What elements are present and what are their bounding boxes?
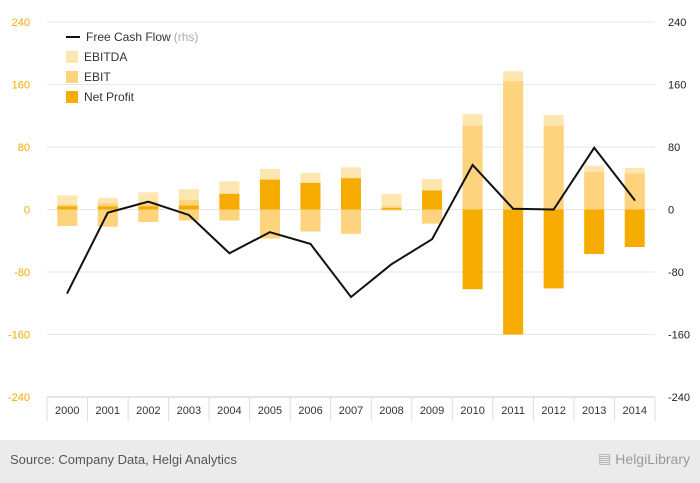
- bar-net-profit: [57, 206, 78, 210]
- y-tick-label: 240: [12, 17, 30, 29]
- legend-item-ebit[interactable]: EBIT: [66, 67, 198, 87]
- x-tick-label: 2010: [460, 405, 484, 417]
- point-free-cash-flow: [512, 207, 514, 210]
- y2-tick-label: 240: [668, 17, 686, 29]
- y-tick-label: -160: [8, 330, 30, 342]
- x-tick-label: 2006: [298, 405, 322, 417]
- point-free-cash-flow: [471, 164, 474, 166]
- legend-item-fcf[interactable]: Free Cash Flow (rhs): [66, 27, 198, 47]
- bar-ebit: [462, 125, 483, 210]
- bar-net-profit: [138, 206, 159, 210]
- legend-item-ebitda[interactable]: EBITDA: [66, 47, 198, 67]
- bar-ebit: [584, 172, 605, 210]
- bar-ebit: [341, 209, 361, 234]
- legend-swatch-ebit: [66, 71, 78, 83]
- point-free-cash-flow: [633, 199, 636, 201]
- bar-net-profit: [584, 209, 605, 255]
- point-free-cash-flow: [593, 146, 595, 149]
- x-tick-label: 2012: [541, 405, 565, 417]
- bar-ebit: [624, 173, 645, 210]
- y2-tick-label: -240: [668, 392, 690, 404]
- x-tick-label: 2013: [582, 405, 606, 417]
- x-tick-label: 2008: [379, 405, 403, 417]
- point-free-cash-flow: [552, 208, 555, 211]
- x-tick-label: 2002: [136, 405, 160, 417]
- legend-label-fcf: Free Cash Flow: [86, 30, 171, 44]
- bar-net-profit: [300, 182, 321, 210]
- bar-ebitda: [381, 193, 402, 210]
- point-free-cash-flow: [309, 243, 312, 245]
- y2-tick-label: -160: [668, 330, 690, 342]
- y2-tick-label: 160: [668, 80, 686, 92]
- point-free-cash-flow: [147, 200, 150, 203]
- point-free-cash-flow: [228, 252, 231, 255]
- x-tick-label: 2003: [177, 405, 201, 417]
- legend-swatch-ebitda: [66, 51, 78, 63]
- bar-ebit: [138, 201, 159, 210]
- bar-net-profit: [422, 190, 443, 210]
- point-free-cash-flow: [107, 211, 109, 214]
- y-tick-label: -80: [14, 267, 30, 279]
- legend-label-ebit: EBIT: [84, 70, 111, 84]
- point-free-cash-flow: [269, 231, 271, 233]
- y-tick-label: -240: [8, 392, 30, 404]
- y-tick-label: 160: [12, 80, 30, 92]
- point-free-cash-flow: [431, 238, 433, 240]
- x-tick-label: 2000: [55, 405, 79, 417]
- y2-tick-label: 0: [668, 205, 674, 217]
- bar-ebit: [178, 200, 199, 210]
- bar-net-profit: [624, 209, 645, 247]
- x-tick-label: 2011: [501, 405, 525, 417]
- bar-net-profit: [219, 193, 240, 210]
- bar-ebit: [57, 209, 78, 226]
- bar-net-profit: [543, 209, 564, 289]
- bar-net-profit: [341, 178, 361, 210]
- source-text: Source: Company Data, Helgi Analytics: [10, 452, 237, 467]
- bar-net-profit: [503, 209, 524, 335]
- x-tick-label: 2009: [420, 405, 444, 417]
- brand-logo[interactable]: ▤ HelgiLibrary: [598, 450, 690, 467]
- bar-ebit: [381, 209, 402, 211]
- footer: Source: Company Data, Helgi Analytics ▤ …: [0, 440, 700, 483]
- library-icon: ▤: [598, 450, 612, 466]
- bar-net-profit: [97, 206, 118, 210]
- y2-tick-label: -80: [668, 267, 684, 279]
- bar-ebit: [138, 209, 159, 222]
- point-free-cash-flow: [66, 292, 69, 294]
- bar-ebit: [422, 209, 443, 224]
- legend: Free Cash Flow (rhs) EBITDA EBIT Net Pro…: [66, 27, 198, 107]
- point-free-cash-flow: [350, 296, 352, 298]
- bar-ebit: [543, 125, 564, 210]
- y2-tick-label: 80: [668, 142, 680, 154]
- legend-label-ebitda: EBITDA: [84, 50, 128, 64]
- bar-ebit: [300, 209, 321, 232]
- legend-swatch-fcf: [66, 36, 80, 38]
- chart: 240 160 80 0 -80 -160 -240 240 160 80 0 -80 -160 -240…: [8, 17, 690, 421]
- point-free-cash-flow: [390, 263, 393, 265]
- legend-label-net-profit: Net Profit: [84, 90, 135, 104]
- bar-net-profit: [259, 179, 280, 210]
- bar-ebit: [259, 209, 280, 239]
- point-free-cash-flow: [188, 214, 190, 216]
- x-tick-label: 2004: [217, 405, 241, 417]
- legend-swatch-net-profit: [66, 91, 78, 103]
- bar-net-profit: [178, 205, 199, 210]
- x-tick-label: 2014: [622, 405, 646, 417]
- legend-rhs-note: (rhs): [173, 30, 199, 44]
- x-tick-label: 2005: [258, 405, 282, 417]
- x-tick-label: 2001: [96, 405, 120, 417]
- brand-name: HelgiLibrary: [615, 450, 690, 467]
- bar-ebit: [503, 81, 524, 210]
- y-tick-label: 0: [24, 205, 30, 217]
- bar-net-profit: [381, 207, 402, 210]
- bar-ebit: [219, 209, 240, 221]
- bar-net-profit: [462, 209, 483, 290]
- y-tick-label: 80: [18, 142, 30, 154]
- legend-item-net-profit[interactable]: Net Profit: [66, 87, 198, 107]
- x-tick-label: 2007: [339, 405, 363, 417]
